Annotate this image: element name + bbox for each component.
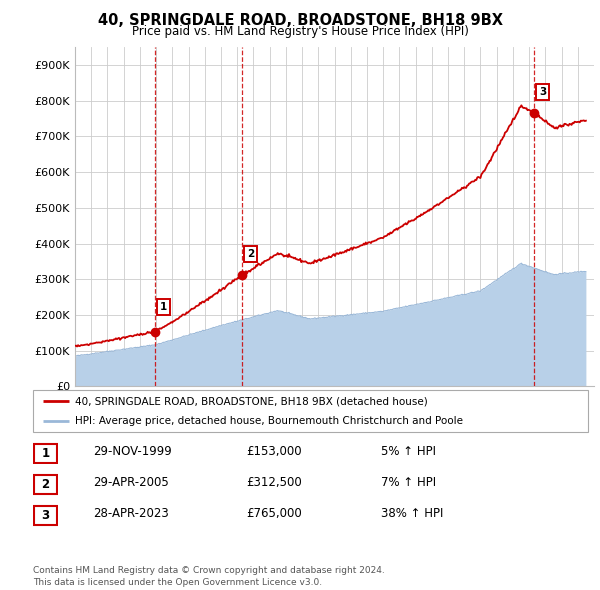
Text: 38% ↑ HPI: 38% ↑ HPI xyxy=(381,507,443,520)
Text: 40, SPRINGDALE ROAD, BROADSTONE, BH18 9BX (detached house): 40, SPRINGDALE ROAD, BROADSTONE, BH18 9B… xyxy=(74,396,427,407)
Text: 2: 2 xyxy=(41,478,50,491)
Text: 7% ↑ HPI: 7% ↑ HPI xyxy=(381,476,436,489)
Text: 29-APR-2005: 29-APR-2005 xyxy=(93,476,169,489)
Text: 2: 2 xyxy=(247,249,254,259)
FancyBboxPatch shape xyxy=(34,506,57,525)
Text: 3: 3 xyxy=(539,87,547,97)
Text: £153,000: £153,000 xyxy=(246,445,302,458)
Text: £765,000: £765,000 xyxy=(246,507,302,520)
Text: 5% ↑ HPI: 5% ↑ HPI xyxy=(381,445,436,458)
Text: 28-APR-2023: 28-APR-2023 xyxy=(93,507,169,520)
Text: 29-NOV-1999: 29-NOV-1999 xyxy=(93,445,172,458)
Text: Contains HM Land Registry data © Crown copyright and database right 2024.
This d: Contains HM Land Registry data © Crown c… xyxy=(33,566,385,587)
Text: 3: 3 xyxy=(41,509,50,522)
Text: £312,500: £312,500 xyxy=(246,476,302,489)
Text: 1: 1 xyxy=(160,303,167,312)
Text: Price paid vs. HM Land Registry's House Price Index (HPI): Price paid vs. HM Land Registry's House … xyxy=(131,25,469,38)
Text: 40, SPRINGDALE ROAD, BROADSTONE, BH18 9BX: 40, SPRINGDALE ROAD, BROADSTONE, BH18 9B… xyxy=(97,13,503,28)
Text: HPI: Average price, detached house, Bournemouth Christchurch and Poole: HPI: Average price, detached house, Bour… xyxy=(74,416,463,426)
FancyBboxPatch shape xyxy=(34,475,57,494)
FancyBboxPatch shape xyxy=(34,444,57,463)
Text: 1: 1 xyxy=(41,447,50,460)
FancyBboxPatch shape xyxy=(33,390,588,432)
